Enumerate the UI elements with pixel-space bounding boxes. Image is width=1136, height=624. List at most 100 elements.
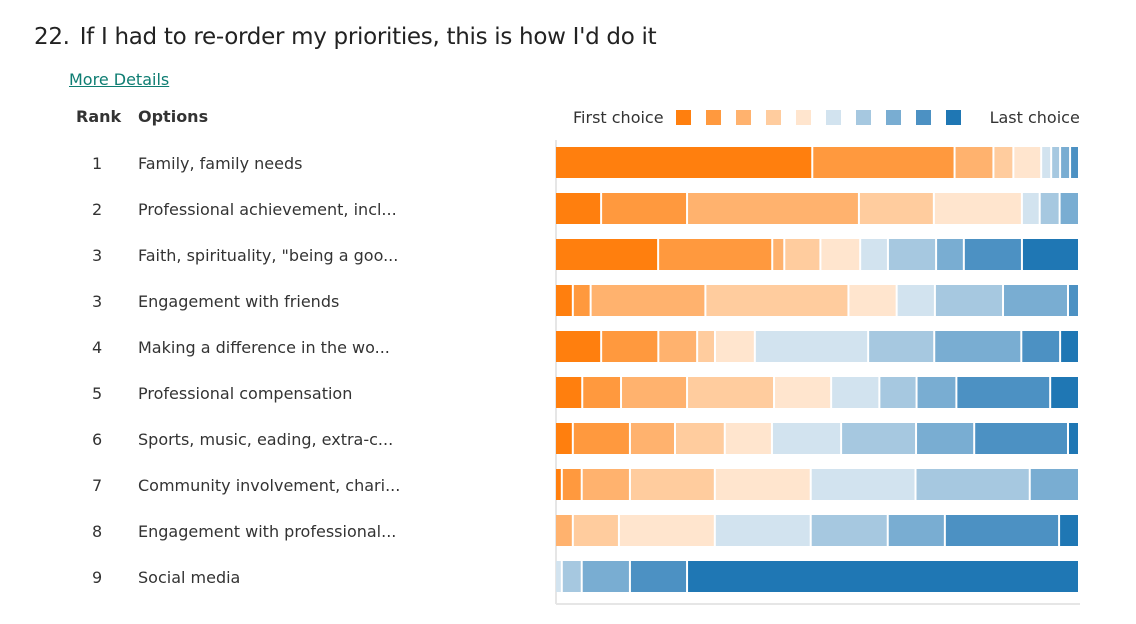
bar-segment-row7-choice8[interactable]: Sports, music, eading, extra-c... — 8: 1…	[917, 423, 974, 454]
bar-segment-row7-choice10[interactable]: Sports, music, eading, extra-c... — Last…	[1068, 423, 1078, 454]
bar-segment-row4-choice7[interactable]: Engagement with friends — 7: 13%	[935, 285, 1003, 316]
bar-segment-row3-choice5[interactable]: Faith, spirituality, "being a goo... — 5…	[821, 239, 860, 270]
bar-segment-row1-choice5[interactable]: Family, family needs — 5: 5.3%	[1014, 147, 1041, 178]
bar-segment-row7-choice2[interactable]: Sports, music, eading, extra-c... — 2: 1…	[573, 423, 629, 454]
bar-segment-row7-choice7[interactable]: Sports, music, eading, extra-c... — 7: 1…	[842, 423, 916, 454]
bar-segment-row9-choice8[interactable]: Engagement with professional... — 8: 10.…	[888, 515, 944, 546]
bar-segment-row9-choice5[interactable]: Engagement with professional... — 5: 18.…	[619, 515, 714, 546]
bar-segment-row5-choice10[interactable]: Making a difference in the wo... — Last …	[1061, 331, 1078, 362]
legend-swatch-1	[675, 109, 691, 125]
bar-segment-row3-choice6[interactable]: Faith, spirituality, "being a goo... — 6…	[861, 239, 887, 270]
bar-segment-row7-choice4[interactable]: Sports, music, eading, extra-c... — 4: 9…	[675, 423, 724, 454]
bar-segment-row3-choice9[interactable]: Faith, spirituality, "being a goo... — 9…	[964, 239, 1021, 270]
bar-segment-row5-choice9[interactable]: Making a difference in the wo... — 9: 7.…	[1022, 331, 1060, 362]
bar-segment-row9-choice6[interactable]: Engagement with professional... — 6: 18.…	[715, 515, 810, 546]
bar-segment-row6-choice7[interactable]: Professional compensation — 7: 7.1%	[880, 377, 916, 408]
option-rank: 2	[92, 200, 103, 219]
bar-segment-row2-choice1[interactable]: Professional achievement, incl... — Firs…	[556, 193, 601, 224]
bar-segment-row8-choice3[interactable]: Community involvement, chari... — 3: 9.2…	[582, 469, 629, 500]
bar-segment-row6-choice3[interactable]: Professional compensation — 3: 12.6%	[622, 377, 687, 408]
bar-segment-row6-choice5[interactable]: Professional compensation — 5: 10.9%	[775, 377, 831, 408]
bar-segment-row4-choice9[interactable]: Engagement with friends — 9: 2.1%	[1068, 285, 1078, 316]
legend-swatch-6	[825, 109, 841, 125]
bar-segment-row6-choice9[interactable]: Professional compensation — 9: 17.9%	[957, 377, 1050, 408]
bar-segment-row4-choice4[interactable]: Engagement with friends — 4: 27.3%	[706, 285, 848, 316]
bar-segment-row2-choice7[interactable]: Professional achievement, incl... — 7: 3…	[1040, 193, 1059, 224]
bar-segment-row5-choice3[interactable]: Making a difference in the wo... — 3: 7.…	[659, 331, 697, 362]
bar-segment-row3-choice2[interactable]: Faith, spirituality, "being a goo... — 2…	[659, 239, 772, 270]
bar-segment-row10-choice10[interactable]: Social media — Last choice: 74.8%	[688, 561, 1078, 592]
bar-segment-row5-choice8[interactable]: Making a difference in the wo... — 8: 16…	[935, 331, 1021, 362]
bar-segment-row3-choice3[interactable]: Faith, spirituality, "being a goo... — 3…	[773, 239, 784, 270]
bar-segment-row7-choice9[interactable]: Sports, music, eading, extra-c... — 9: 1…	[975, 423, 1067, 454]
bar-segment-row2-choice3[interactable]: Professional achievement, incl... — 3: 3…	[688, 193, 858, 224]
bar-segment-row2-choice4[interactable]: Professional achievement, incl... — 4: 1…	[859, 193, 933, 224]
options-column-header: Options	[138, 107, 209, 126]
bar-segment-row1-choice3[interactable]: Family, family needs — 3: 7.4%	[955, 147, 993, 178]
bar-segment-row5-choice5[interactable]: Making a difference in the wo... — 5: 7.…	[715, 331, 754, 362]
bar-segment-row8-choice6[interactable]: Community involvement, chari... — 6: 20%	[811, 469, 915, 500]
question-number: 22.	[34, 24, 70, 50]
bar-segment-row6-choice6[interactable]: Professional compensation — 6: 9.2%	[832, 377, 879, 408]
bar-segment-row1-choice1[interactable]: Family, family needs — First choice: 49%	[556, 147, 812, 178]
bar-segment-row7-choice3[interactable]: Sports, music, eading, extra-c... — 3: 8…	[630, 423, 674, 454]
bar-segment-row10-choice7[interactable]: Social media — 7: 3.8%	[562, 561, 581, 592]
bar-segment-row7-choice6[interactable]: Sports, music, eading, extra-c... — 6: 1…	[772, 423, 841, 454]
bar-segment-row6-choice10[interactable]: Professional compensation — Last choice:…	[1051, 377, 1078, 408]
bar-segment-row7-choice5[interactable]: Sports, music, eading, extra-c... — 5: 9…	[725, 423, 771, 454]
option-row: 3 Engagement with friends	[0, 279, 540, 325]
option-row: 3 Faith, spirituality, "being a goo...	[0, 233, 540, 279]
bar-segment-row5-choice1[interactable]: Making a difference in the wo... — First…	[556, 331, 601, 362]
bar-segment-row1-choice8[interactable]: Family, family needs — 8: 1.9%	[1061, 147, 1070, 178]
bar-segment-row8-choice2[interactable]: Community involvement, chari... — 2: 3.8…	[562, 469, 581, 500]
bar-segment-row5-choice6[interactable]: Making a difference in the wo... — 6: 21…	[755, 331, 868, 362]
bar-segment-row5-choice7[interactable]: Making a difference in the wo... — 7: 12…	[869, 331, 934, 362]
option-label: Professional achievement, incl...	[138, 200, 397, 219]
bar-segment-row8-choice7[interactable]: Community involvement, chari... — 7: 21.…	[916, 469, 1029, 500]
bar-segment-row4-choice2[interactable]: Engagement with friends — 2: 3.4%	[573, 285, 590, 316]
bar-segment-row3-choice7[interactable]: Faith, spirituality, "being a goo... — 7…	[888, 239, 936, 270]
bar-segment-row8-choice5[interactable]: Community involvement, chari... — 5: 18.…	[715, 469, 810, 500]
bar-segment-row3-choice1[interactable]: Faith, spirituality, "being a goo... — F…	[556, 239, 658, 270]
legend-swatch-8	[885, 109, 901, 125]
bar-segment-row10-choice6[interactable]: Social media — 6: 1.3%	[556, 561, 561, 592]
bar-segment-row9-choice3[interactable]: Engagement with professional... — 3: 3.4…	[556, 515, 572, 546]
bar-segment-row2-choice2[interactable]: Professional achievement, incl... — 2: 1…	[602, 193, 687, 224]
bar-segment-row2-choice5[interactable]: Professional achievement, incl... — 5: 1…	[934, 193, 1021, 224]
bar-segment-row1-choice7[interactable]: Family, family needs — 7: 1.7%	[1052, 147, 1060, 178]
bar-segment-row3-choice4[interactable]: Faith, spirituality, "being a goo... — 4…	[785, 239, 820, 270]
bar-segment-row4-choice5[interactable]: Engagement with friends — 5: 9.2%	[849, 285, 896, 316]
option-label: Sports, music, eading, extra-c...	[138, 430, 394, 449]
bar-segment-row1-choice6[interactable]: Family, family needs — 6: 1.9%	[1042, 147, 1051, 178]
bar-segment-row4-choice1[interactable]: Engagement with friends — First choice: …	[556, 285, 572, 316]
bar-segment-row6-choice4[interactable]: Professional compensation — 4: 16.6%	[688, 377, 774, 408]
bar-segment-row10-choice8[interactable]: Social media — 8: 9.2%	[582, 561, 629, 592]
bar-segment-row5-choice2[interactable]: Making a difference in the wo... — 2: 10…	[602, 331, 658, 362]
bar-segment-row2-choice8[interactable]: Professional achievement, incl... — 8: 3…	[1060, 193, 1078, 224]
bar-segment-row6-choice1[interactable]: Professional compensation — First choice…	[556, 377, 582, 408]
bar-segment-row9-choice9[interactable]: Engagement with professional... — 9: 21.…	[945, 515, 1059, 546]
bar-segment-row3-choice10[interactable]: Faith, spirituality, "being a goo... — L…	[1022, 239, 1078, 270]
more-details-link[interactable]: More Details	[69, 70, 170, 89]
bar-segment-row6-choice8[interactable]: Professional compensation — 8: 7.6%	[917, 377, 956, 408]
bar-segment-row8-choice1[interactable]: Community involvement, chari... — First …	[556, 469, 561, 500]
bar-segment-row10-choice9[interactable]: Social media — 9: 10.9%	[630, 561, 687, 592]
bar-segment-row4-choice6[interactable]: Engagement with friends — 6: 7.3%	[897, 285, 934, 316]
bar-segment-row1-choice2[interactable]: Family, family needs — 2: 27.1%	[813, 147, 954, 178]
option-rank: 3	[92, 246, 103, 265]
bar-segment-row5-choice4[interactable]: Making a difference in the wo... — 4: 3.…	[698, 331, 714, 362]
bar-segment-row1-choice4[interactable]: Family, family needs — 4: 3.8%	[994, 147, 1013, 178]
bar-segment-row7-choice1[interactable]: Sports, music, eading, extra-c... — Firs…	[556, 423, 572, 454]
bar-segment-row1-choice9[interactable]: Family, family needs — 9: 1.7%	[1071, 147, 1078, 178]
bar-segment-row9-choice4[interactable]: Engagement with professional... — 4: 8.8…	[573, 515, 618, 546]
bar-segment-row4-choice8[interactable]: Engagement with friends — 8: 12.4%	[1004, 285, 1067, 316]
bar-segment-row6-choice2[interactable]: Professional compensation — 2: 7.4%	[583, 377, 621, 408]
legend-swatch-4	[765, 109, 781, 125]
bar-segment-row2-choice6[interactable]: Professional achievement, incl... — 6: 3…	[1022, 193, 1039, 224]
bar-segment-row4-choice3[interactable]: Engagement with friends — 3: 21.9%	[591, 285, 705, 316]
bar-segment-row8-choice8[interactable]: Community involvement, chari... — 8: 9.4…	[1030, 469, 1078, 500]
bar-segment-row9-choice10[interactable]: Engagement with professional... — Last c…	[1060, 515, 1078, 546]
bar-segment-row3-choice8[interactable]: Faith, spirituality, "being a goo... — 8…	[937, 239, 963, 270]
bar-segment-row8-choice4[interactable]: Community involvement, chari... — 4: 16.…	[630, 469, 714, 500]
bar-segment-row9-choice7[interactable]: Engagement with professional... — 7: 14.…	[811, 515, 887, 546]
